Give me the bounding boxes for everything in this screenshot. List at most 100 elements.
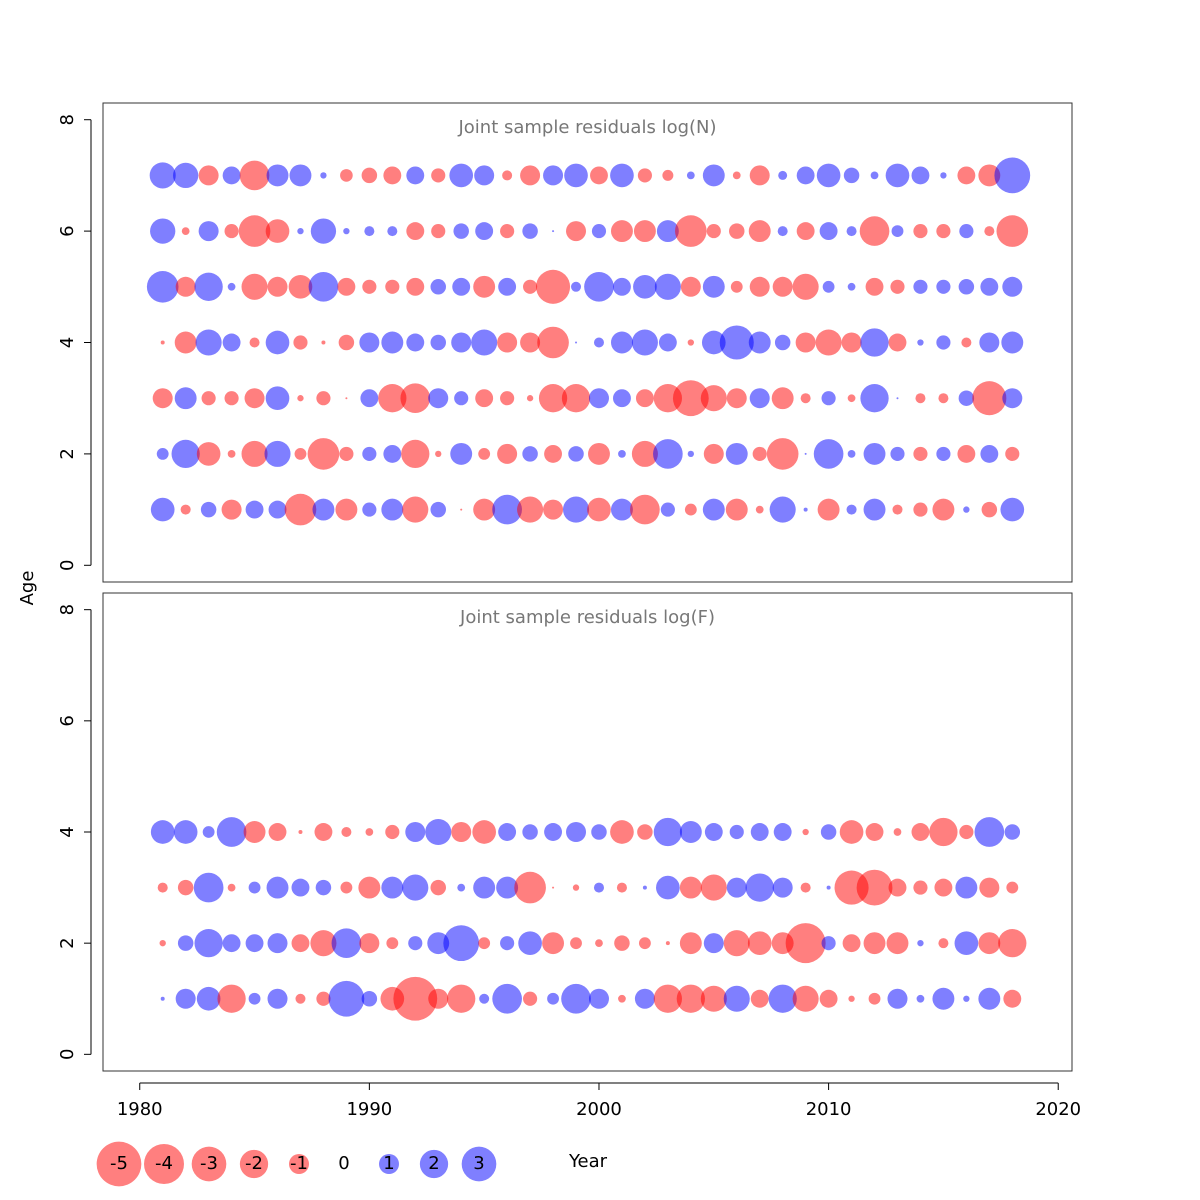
bubble	[896, 397, 899, 400]
bubble	[518, 931, 542, 955]
bubble	[385, 824, 400, 840]
bubble	[406, 222, 425, 241]
bubble	[978, 987, 1001, 1010]
bubble	[846, 504, 857, 515]
bubble	[841, 332, 862, 353]
bubble	[224, 224, 239, 239]
bubble	[149, 162, 176, 189]
bubble	[561, 384, 591, 413]
bubble	[870, 171, 879, 180]
bubble	[911, 823, 930, 841]
panel-title: Joint sample residuals log(N)	[457, 117, 716, 138]
bubble	[1002, 276, 1023, 297]
bubble	[526, 395, 534, 402]
bubble	[291, 934, 310, 953]
legend-bubble	[96, 1141, 142, 1187]
bubble	[173, 820, 198, 844]
bubble	[929, 817, 958, 847]
bubble	[980, 444, 999, 463]
bubble	[803, 507, 808, 512]
bubble	[453, 223, 469, 239]
bubble	[593, 882, 604, 893]
bubble	[911, 166, 930, 185]
bubble	[653, 439, 683, 469]
bubble	[381, 331, 404, 354]
bubble	[294, 447, 307, 460]
bubble	[492, 983, 522, 1014]
bubble	[819, 989, 838, 1008]
bubble	[687, 450, 694, 458]
bubble	[702, 164, 725, 187]
bubble	[361, 990, 378, 1007]
y-tick-label: 0	[57, 1049, 78, 1060]
bubble	[638, 937, 651, 950]
bubble	[492, 494, 522, 525]
bubble	[642, 885, 647, 890]
bubble	[310, 218, 337, 244]
bubble	[963, 995, 970, 1002]
bubble	[160, 996, 165, 1001]
bubble	[497, 332, 518, 353]
bubble	[954, 931, 979, 955]
legend-label: -3	[200, 1153, 218, 1174]
bubble	[963, 506, 970, 513]
bubble	[684, 503, 697, 516]
bubble	[320, 172, 327, 179]
bubble	[755, 505, 764, 514]
bubble	[856, 869, 893, 906]
bubble	[726, 877, 747, 898]
bubble	[675, 215, 707, 247]
bubble	[890, 446, 905, 461]
bubble	[723, 985, 750, 1012]
bubble	[745, 873, 774, 902]
bubble	[180, 504, 191, 515]
bubble	[238, 215, 271, 247]
plot-frame	[102, 102, 1073, 583]
bubble	[435, 450, 442, 458]
bubble	[800, 882, 811, 893]
bubble	[401, 439, 430, 469]
bubble	[913, 446, 928, 461]
bubble	[450, 442, 473, 465]
bubble	[542, 932, 565, 955]
bubble	[267, 933, 288, 954]
bubble	[726, 388, 747, 409]
bubble	[406, 333, 425, 352]
bubble	[428, 988, 449, 1009]
y-tick-label: 8	[57, 604, 78, 615]
bubble	[249, 337, 260, 348]
bubble	[676, 984, 705, 1013]
bubble	[916, 994, 925, 1003]
bubble	[244, 388, 265, 409]
bubble	[703, 933, 724, 954]
bubble	[821, 936, 836, 951]
bubble	[777, 226, 788, 237]
bubble	[1000, 497, 1025, 522]
bubble	[362, 279, 377, 294]
bubble	[938, 938, 949, 949]
bubble	[248, 881, 261, 894]
bubble	[665, 941, 670, 946]
bubble	[610, 220, 633, 243]
x-tick-label: 2020	[1035, 1099, 1081, 1120]
bubble	[792, 273, 819, 300]
bubble	[590, 166, 608, 185]
bubble	[364, 226, 375, 237]
bubble	[150, 218, 176, 244]
bubble	[679, 821, 702, 843]
bubble	[972, 381, 1007, 416]
bubble	[584, 271, 614, 302]
bubble	[750, 989, 769, 1008]
bubble	[268, 500, 287, 519]
bubble	[979, 877, 1000, 898]
bubble	[839, 820, 864, 844]
bubble	[340, 881, 353, 894]
x-tick-label: 1980	[117, 1099, 163, 1120]
bubble	[888, 878, 907, 897]
legend-label: -5	[110, 1153, 128, 1174]
bubble	[497, 443, 518, 464]
bubble	[653, 817, 683, 847]
bubble	[564, 163, 588, 188]
bubble	[402, 874, 429, 901]
